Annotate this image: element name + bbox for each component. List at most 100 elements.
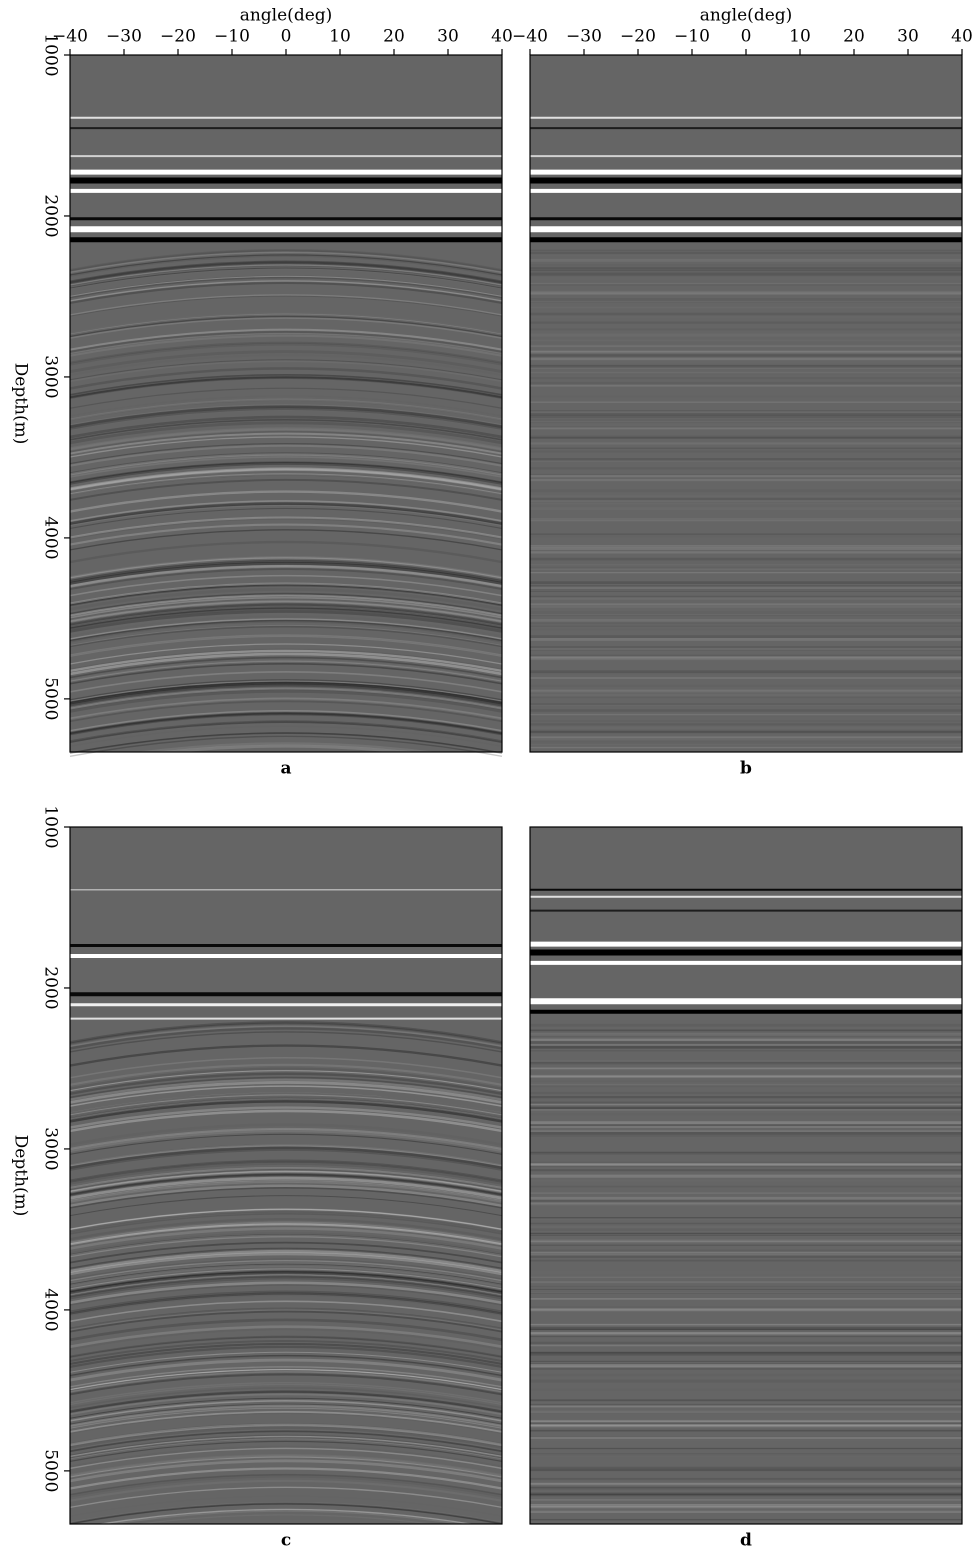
texture (69, 606, 503, 629)
texture (69, 444, 503, 467)
texture (69, 1106, 503, 1129)
texture (69, 1078, 503, 1101)
texture (69, 1234, 503, 1257)
texture (69, 313, 503, 336)
texture (69, 1307, 503, 1330)
texture (69, 260, 503, 284)
texture (69, 1063, 503, 1086)
texture (69, 1368, 503, 1390)
texture (69, 594, 503, 617)
texture (69, 1076, 503, 1099)
x-tick-label: −30 (106, 27, 142, 47)
texture (69, 610, 503, 633)
texture (69, 1208, 503, 1230)
texture (69, 1434, 503, 1458)
texture (69, 452, 503, 475)
texture (69, 1514, 503, 1536)
texture (69, 744, 503, 768)
texture (69, 1252, 503, 1275)
texture (69, 1149, 503, 1171)
texture (69, 1044, 503, 1067)
texture (69, 478, 503, 501)
image-background (70, 827, 502, 1524)
texture (69, 697, 503, 721)
texture (69, 332, 503, 355)
x-tick-label: 30 (897, 27, 919, 47)
texture (69, 1248, 503, 1272)
texture (69, 1270, 503, 1293)
x-tick-label: −20 (620, 27, 656, 47)
texture (69, 566, 503, 589)
texture (69, 1184, 503, 1208)
texture (69, 1335, 503, 1358)
x-tick-label: 10 (329, 27, 351, 47)
texture (69, 404, 503, 426)
texture (69, 1096, 503, 1118)
panel-image (530, 55, 962, 752)
texture (69, 294, 503, 316)
texture (69, 461, 503, 484)
x-tick-label: 40 (951, 27, 973, 47)
texture (69, 529, 503, 551)
texture (69, 1501, 503, 1525)
texture (69, 720, 503, 742)
panel-caption: d (740, 1531, 752, 1551)
texture (69, 625, 503, 648)
y-tick-label: 2000 (41, 194, 61, 237)
texture (69, 1167, 503, 1189)
texture (69, 557, 503, 579)
texture (69, 328, 503, 351)
texture (69, 1252, 503, 1276)
texture (69, 565, 503, 587)
texture (69, 264, 503, 286)
texture (69, 314, 503, 338)
texture (69, 540, 503, 564)
texture (69, 1173, 503, 1197)
texture (69, 1273, 503, 1296)
texture (69, 1092, 503, 1115)
x-tick-label: −10 (674, 27, 710, 47)
texture (69, 1027, 503, 1050)
texture (69, 1211, 503, 1233)
texture (69, 711, 503, 735)
texture (69, 587, 503, 611)
texture (69, 331, 503, 353)
texture (69, 1456, 503, 1478)
texture (69, 275, 503, 298)
texture (69, 1427, 503, 1450)
texture (69, 1167, 503, 1191)
texture (69, 618, 503, 640)
texture (69, 261, 503, 285)
texture (69, 1300, 503, 1323)
x-tick-label: 0 (281, 27, 292, 47)
texture (69, 1430, 503, 1453)
texture (69, 1247, 503, 1269)
texture (69, 1261, 503, 1284)
x-tick-label: 20 (383, 27, 405, 47)
texture (69, 1436, 503, 1460)
texture (69, 1172, 503, 1196)
x-tick-label: −30 (566, 27, 602, 47)
texture (69, 1092, 503, 1116)
texture (69, 1098, 503, 1120)
texture (69, 376, 503, 399)
texture (69, 1146, 503, 1170)
texture (69, 1276, 503, 1300)
texture (69, 1144, 503, 1167)
texture (69, 1031, 503, 1053)
texture (69, 567, 503, 590)
y-tick-label: 1000 (41, 33, 61, 76)
texture (69, 1369, 503, 1391)
texture (69, 376, 503, 399)
texture (69, 1133, 503, 1155)
texture (69, 559, 503, 583)
texture (69, 1473, 503, 1496)
texture (69, 387, 503, 409)
texture (69, 607, 503, 629)
texture (69, 1345, 503, 1368)
y-tick-label: 3000 (41, 355, 61, 398)
texture (69, 436, 503, 458)
texture (69, 1227, 503, 1250)
texture (69, 1170, 503, 1194)
